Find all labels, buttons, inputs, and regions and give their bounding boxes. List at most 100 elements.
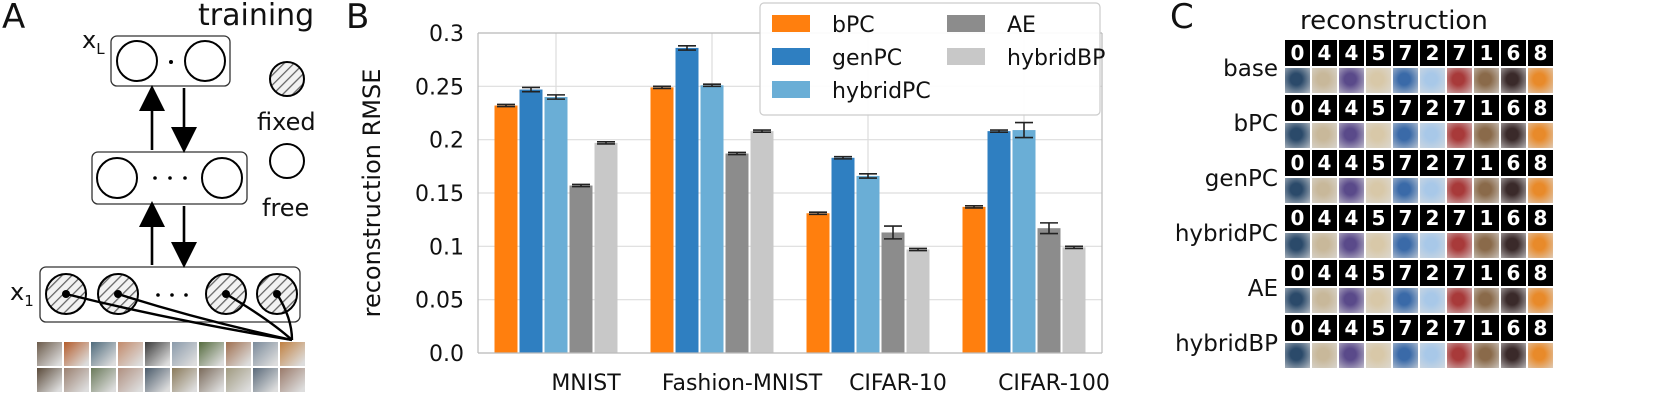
layer-top — [110, 35, 231, 87]
digit-thumb: 6 — [1501, 260, 1526, 286]
bar-bPC-MNIST — [494, 105, 518, 354]
bar-hybridBP-Fashion-MNIST — [750, 131, 774, 353]
input-image-thumb — [118, 368, 143, 392]
digit-thumb: 8 — [1528, 40, 1553, 66]
bar-AE-CIFAR-10 — [881, 232, 905, 353]
bar-bPC-CIFAR-100 — [962, 206, 986, 353]
natural-image-row-hybridPC — [1285, 233, 1553, 258]
layer-middle — [91, 151, 248, 205]
natural-image-thumb — [1393, 288, 1418, 313]
row-label-hybridPC: hybridPC — [1174, 221, 1278, 247]
legend-label-genPC: genPC — [832, 46, 902, 71]
digit-thumb: 2 — [1420, 315, 1445, 341]
natural-image-thumb — [1447, 123, 1472, 148]
y-tick-label: 0.05 — [415, 289, 464, 314]
row-label-bPC: bPC — [1233, 111, 1278, 137]
natural-image-thumb — [1366, 343, 1391, 368]
input-image-thumb — [118, 342, 143, 366]
reconstruction-rows: base 0 4 4 5 7 2 7 1 6 8 bPC 0 4 4 5 7 2 7 1 6 8 genPC 0 4 4 5 7 2 7 1… — [1170, 40, 1660, 417]
natural-image-thumb — [1285, 123, 1310, 148]
natural-image-thumb — [1285, 288, 1310, 313]
digit-thumb: 6 — [1501, 95, 1526, 121]
digit-thumb: 1 — [1474, 95, 1499, 121]
natural-image-thumb — [1339, 343, 1364, 368]
network-diagram — [39, 35, 305, 342]
input-image-thumb — [64, 368, 89, 392]
bar-AE-MNIST — [569, 185, 593, 353]
input-connections — [65, 292, 294, 342]
legend-label-AE: AE — [1007, 13, 1036, 38]
natural-image-thumb — [1312, 343, 1337, 368]
digit-thumb: 4 — [1312, 95, 1337, 121]
bar-hybridPC-Fashion-MNIST — [700, 85, 724, 354]
bar-genPC-CIFAR-100 — [987, 131, 1011, 353]
digit-thumb: 8 — [1528, 95, 1553, 121]
panel-a-network-diagram: A training — [0, 0, 340, 417]
y-tick-label: 0.1 — [429, 235, 464, 260]
natural-image-thumb — [1501, 68, 1526, 93]
natural-image-thumb — [1285, 233, 1310, 258]
natural-image-thumb — [1285, 343, 1310, 368]
digit-thumb: 4 — [1339, 150, 1364, 176]
digit-thumb: 6 — [1501, 40, 1526, 66]
legend-free-label: free — [262, 194, 310, 222]
natural-image-thumb — [1528, 288, 1553, 313]
natural-image-thumb — [1420, 123, 1445, 148]
natural-image-thumb — [1501, 343, 1526, 368]
layer-bottom — [39, 266, 301, 323]
digit-thumb: 7 — [1447, 315, 1472, 341]
arrows — [139, 85, 197, 268]
legend-label-bPC: bPC — [832, 13, 875, 38]
row-label-genPC: genPC — [1204, 166, 1278, 192]
natural-image-thumb — [1420, 68, 1445, 93]
digit-thumb: 0 — [1285, 150, 1310, 176]
input-image-thumb — [199, 368, 224, 392]
digit-thumb: 7 — [1393, 40, 1418, 66]
input-image-thumb — [172, 368, 197, 392]
natural-image-thumb — [1501, 123, 1526, 148]
natural-image-thumb — [1366, 68, 1391, 93]
natural-image-thumb — [1339, 123, 1364, 148]
natural-image-thumb — [1312, 288, 1337, 313]
input-image-thumb — [226, 368, 251, 392]
digit-thumb: 4 — [1339, 205, 1364, 231]
legend-swatch-hybridBP — [947, 48, 985, 65]
natural-image-thumb — [1393, 343, 1418, 368]
digit-thumb: 7 — [1447, 40, 1472, 66]
natural-image-thumb — [1420, 178, 1445, 203]
y-axis-label: reconstruction RMSE — [358, 69, 386, 318]
bar-AE-CIFAR-100 — [1037, 228, 1061, 353]
digit-thumb: 4 — [1312, 40, 1337, 66]
input-image-thumb — [172, 342, 197, 366]
natural-image-thumb — [1420, 233, 1445, 258]
natural-image-thumb — [1393, 123, 1418, 148]
digit-thumb: 8 — [1528, 150, 1553, 176]
natural-image-thumb — [1285, 178, 1310, 203]
natural-image-thumb — [1312, 178, 1337, 203]
input-image-thumb — [37, 368, 62, 392]
natural-image-thumb — [1312, 233, 1337, 258]
digit-thumb: 2 — [1420, 260, 1445, 286]
legend-label-hybridPC: hybridPC — [832, 79, 931, 104]
digit-thumb: 0 — [1285, 40, 1310, 66]
natural-image-thumb — [1474, 68, 1499, 93]
natural-image-thumb — [1474, 343, 1499, 368]
digit-thumb: 0 — [1285, 260, 1310, 286]
bar-AE-Fashion-MNIST — [725, 153, 749, 353]
bar-hybridBP-CIFAR-100 — [1062, 247, 1086, 353]
bar-hybridPC-MNIST — [544, 97, 568, 353]
training-title: training — [198, 0, 315, 33]
panel-letter-a: A — [2, 0, 26, 37]
digit-thumb: 5 — [1366, 260, 1391, 286]
natural-image-thumb — [1393, 178, 1418, 203]
y-tick-label: 0.3 — [429, 22, 464, 47]
natural-image-thumb — [1339, 288, 1364, 313]
x-tick-label: Fashion-MNIST — [662, 371, 823, 396]
natural-image-row-AE — [1285, 288, 1553, 313]
digit-thumb: 4 — [1312, 205, 1337, 231]
digit-thumb: 5 — [1366, 205, 1391, 231]
